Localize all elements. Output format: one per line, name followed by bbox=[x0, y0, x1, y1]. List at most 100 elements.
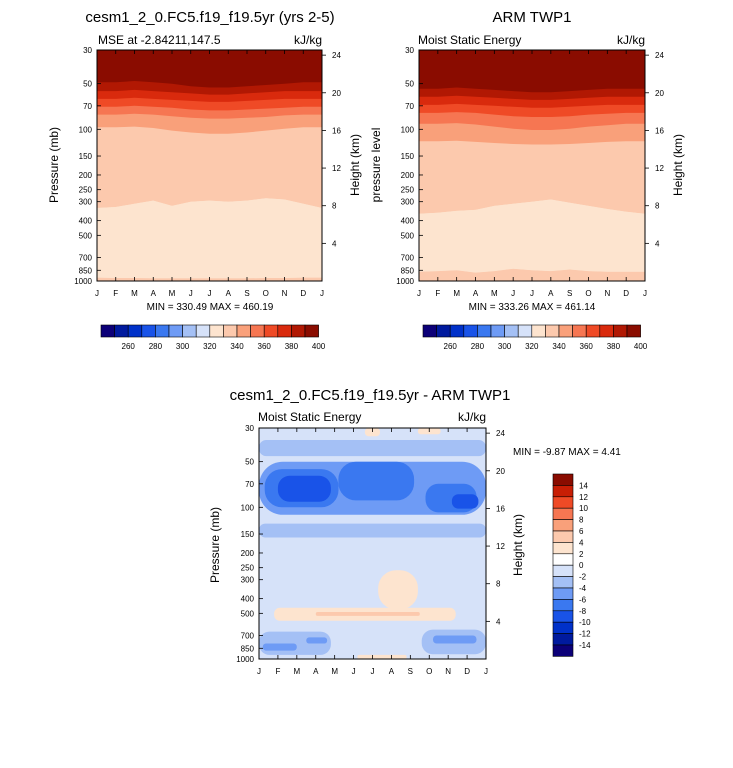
x-tick-label: M bbox=[331, 667, 338, 676]
pressure-tick-label: 1000 bbox=[236, 655, 254, 664]
x-tick-label: F bbox=[435, 289, 440, 298]
height-tick-label: 20 bbox=[655, 89, 664, 98]
panel-obs-stats: MIN = 333.26 MAX = 461.14 bbox=[469, 302, 596, 313]
x-tick-label: J bbox=[257, 667, 261, 676]
colorbar-swatch bbox=[552, 473, 574, 486]
pressure-tick-label: 300 bbox=[79, 198, 93, 207]
x-tick-label: M bbox=[293, 667, 300, 676]
pressure-tick-label: 50 bbox=[405, 80, 414, 89]
colorbar-swatch bbox=[552, 633, 574, 646]
pressure-tick-label: 250 bbox=[79, 186, 93, 195]
x-tick-label: N bbox=[282, 289, 288, 298]
colorbar-label: 280 bbox=[149, 342, 163, 351]
x-tick-label: M bbox=[491, 289, 498, 298]
colorbar-label: -10 bbox=[579, 618, 591, 627]
x-tick-label: A bbox=[226, 289, 232, 298]
colorbar-swatch bbox=[141, 324, 156, 338]
x-tick-label: N bbox=[445, 667, 451, 676]
height-tick-label: 12 bbox=[655, 164, 664, 173]
colorbar-label: 360 bbox=[580, 342, 594, 351]
colorbar-label: 280 bbox=[471, 342, 485, 351]
panel-model-stats: MIN = 330.49 MAX = 460.19 bbox=[147, 302, 274, 313]
panel-obs-colorbar: 260 280 300 320 340 360 380 400 bbox=[422, 324, 648, 351]
pressure-tick-label: 100 bbox=[401, 125, 415, 134]
colorbar-swatch bbox=[552, 496, 574, 509]
height-tick-label: 12 bbox=[332, 164, 341, 173]
colorbar-swatch bbox=[209, 324, 224, 338]
colorbar-label: -6 bbox=[579, 595, 587, 604]
colorbar-swatch bbox=[168, 324, 183, 338]
colorbar-swatch bbox=[477, 324, 492, 338]
x-tick-label: O bbox=[585, 289, 591, 298]
height-tick-label: 16 bbox=[332, 126, 341, 135]
panel-model-ylabel-left: Pressure (mb) bbox=[47, 127, 61, 203]
pressure-tick-label: 200 bbox=[401, 171, 415, 180]
pressure-tick-label: 700 bbox=[401, 254, 415, 263]
pressure-tick-label: 500 bbox=[241, 609, 255, 618]
x-tick-label: D bbox=[623, 289, 629, 298]
x-tick-label: O bbox=[426, 667, 432, 676]
x-tick-label: O bbox=[263, 289, 269, 298]
colorbar-swatch bbox=[552, 485, 574, 498]
pressure-tick-label: 1000 bbox=[396, 277, 414, 286]
colorbar-swatch bbox=[490, 324, 505, 338]
panel-diff: cesm1_2_0.FC5.f19_f19.5yr - ARM TWP1 Moi… bbox=[208, 387, 621, 676]
panel-obs-ylabel-right: Height (km) bbox=[671, 134, 685, 196]
x-tick-label: D bbox=[464, 667, 470, 676]
panel-diff-subtitle-right: kJ/kg bbox=[458, 410, 486, 424]
colorbar-label: 360 bbox=[258, 342, 272, 351]
colorbar-label: -2 bbox=[579, 573, 587, 582]
height-tick-label: 4 bbox=[655, 239, 660, 248]
panel-model-colorbar: 260 280 300 320 340 360 380 400 bbox=[100, 324, 326, 351]
pressure-tick-label: 70 bbox=[245, 480, 254, 489]
panel-model-subtitle-right: kJ/kg bbox=[294, 33, 322, 47]
pressure-tick-label: 850 bbox=[401, 266, 415, 275]
colorbar-swatch bbox=[552, 507, 574, 520]
colorbar-swatch bbox=[291, 324, 306, 338]
colorbar-label: 320 bbox=[525, 342, 539, 351]
colorbar-swatch bbox=[599, 324, 614, 338]
panel-obs-axes: J F M A M J J A S O N D J 30 50 70 100 150 200 250 300 400 500… bbox=[396, 46, 664, 298]
panel-obs-subtitle-right: kJ/kg bbox=[617, 33, 645, 47]
colorbar-swatch bbox=[250, 324, 265, 338]
colorbar-swatch bbox=[552, 576, 574, 589]
x-tick-label: J bbox=[511, 289, 515, 298]
pressure-tick-label: 50 bbox=[245, 458, 254, 467]
colorbar-swatch bbox=[236, 324, 251, 338]
x-tick-label: J bbox=[371, 667, 375, 676]
colorbar-swatch bbox=[552, 599, 574, 612]
height-tick-label: 4 bbox=[496, 617, 501, 626]
pressure-tick-label: 850 bbox=[241, 644, 255, 653]
colorbar-swatch bbox=[223, 324, 238, 338]
colorbar-swatch bbox=[504, 324, 519, 338]
colorbar-swatch bbox=[552, 610, 574, 623]
colorbar-swatch bbox=[552, 519, 574, 532]
contour-band-330 bbox=[419, 199, 645, 273]
pressure-tick-label: 200 bbox=[79, 171, 93, 180]
x-tick-label: J bbox=[643, 289, 647, 298]
colorbar-label: 260 bbox=[122, 342, 136, 351]
x-tick-label: F bbox=[275, 667, 280, 676]
colorbar-label: -12 bbox=[579, 630, 591, 639]
contour-band-330 bbox=[97, 198, 322, 279]
pressure-tick-label: 700 bbox=[241, 632, 255, 641]
height-tick-label: 24 bbox=[496, 429, 505, 438]
colorbar-label: -8 bbox=[579, 607, 587, 616]
colorbar-swatch bbox=[155, 324, 170, 338]
colorbar-label: 8 bbox=[579, 516, 584, 525]
x-tick-label: A bbox=[151, 289, 157, 298]
panel-model: cesm1_2_0.FC5.f19_f19.5yr (yrs 2-5) MSE … bbox=[47, 9, 362, 351]
panel-diff-title: cesm1_2_0.FC5.f19_f19.5yr - ARM TWP1 bbox=[230, 387, 511, 404]
colorbar-label: 4 bbox=[579, 538, 584, 547]
height-tick-label: 20 bbox=[332, 89, 341, 98]
pressure-tick-label: 300 bbox=[241, 576, 255, 585]
colorbar-swatch bbox=[552, 553, 574, 566]
pressure-tick-label: 300 bbox=[401, 198, 415, 207]
colorbar-label: 340 bbox=[230, 342, 244, 351]
panel-model-subtitle-left: MSE at -2.84211,147.5 bbox=[98, 33, 221, 47]
contour-region bbox=[262, 643, 297, 651]
height-tick-label: 8 bbox=[496, 580, 501, 589]
x-tick-label: J bbox=[189, 289, 193, 298]
contour-region bbox=[315, 612, 420, 616]
